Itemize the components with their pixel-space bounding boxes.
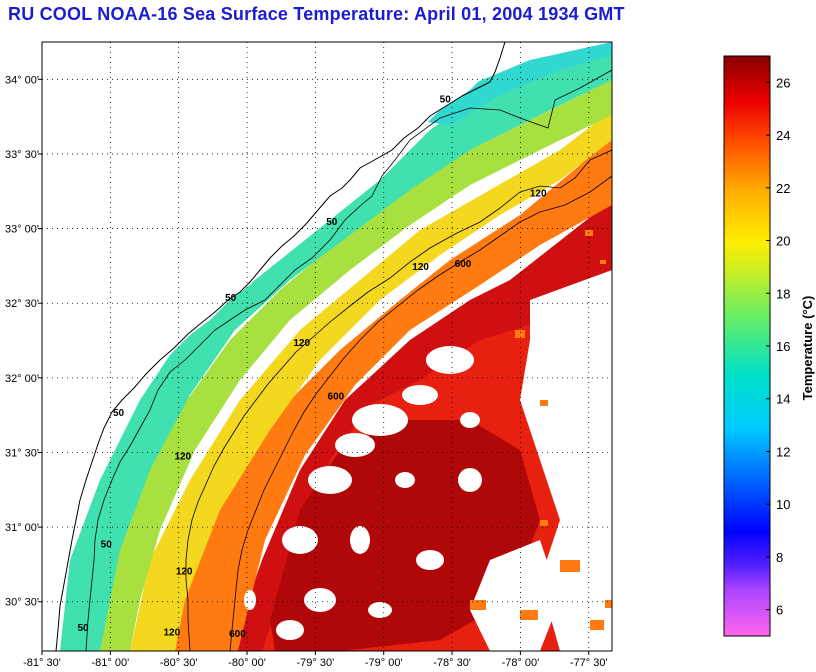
lat-tick-label: 31° 00' — [5, 522, 39, 534]
map-title: RU COOL NOAA-16 Sea Surface Temperature:… — [8, 4, 625, 24]
colorbar: 6 8 10 12 14 16 18 20 22 24 26 Temperature (°C) — [723, 55, 815, 637]
colorbar-label: Temperature (°C) — [800, 296, 815, 401]
land-mask — [42, 42, 500, 651]
colorbar-tick-label: 12 — [776, 444, 790, 459]
lon-tick-label: -79° 00' — [365, 657, 403, 669]
lon-tick-label: -80° 30' — [160, 657, 198, 669]
isobath-labels: 50 50 50 50 50 50 120 120 120 120 120 120 600 600 600 — [77, 95, 547, 640]
isobath-label: 50 — [225, 293, 237, 304]
isobath-label: 50 — [77, 623, 89, 634]
isobath-label: 50 — [326, 217, 338, 228]
lon-tick-label: -81° 30' — [23, 657, 61, 669]
isobath-label: 120 — [530, 189, 547, 200]
offshore-pixels — [470, 180, 612, 630]
isobath-label: 120 — [293, 338, 310, 349]
axis-ticks: -81° 30' -81° 00' -80° 30' -80° 00' -79° 30'… — [5, 74, 608, 669]
sst-shelf-teal — [410, 42, 612, 125]
isobath-label: 120 — [174, 451, 191, 462]
lat-tick-label: 30° 30' — [5, 597, 39, 609]
isobath-50 — [85, 69, 612, 651]
sst-green-band — [90, 80, 612, 651]
lat-tick-label: 34° 00' — [5, 74, 39, 86]
sst-field — [42, 42, 612, 651]
lat-tick-label: 31° 30' — [5, 447, 39, 459]
isobath-label: 600 — [455, 259, 472, 270]
colorbar-tick-label: 24 — [776, 128, 790, 143]
colorbar-tick-label: 20 — [776, 234, 790, 249]
isobath-label: 600 — [229, 629, 246, 640]
sst-orange-front — [170, 130, 612, 651]
lon-tick-label: -78° 30' — [433, 657, 471, 669]
lon-tick-label: -81° 00' — [91, 657, 129, 669]
colorbar-tick-label: 26 — [776, 75, 790, 90]
cloud-patches — [244, 270, 612, 651]
colorbar-tick-label: 18 — [776, 286, 790, 301]
colorbar-tick-label: 8 — [776, 550, 783, 565]
colorbar-tick-label: 22 — [776, 181, 790, 196]
colorbar-tick-label: 6 — [776, 603, 783, 618]
lon-tick-label: -80° 00' — [228, 657, 266, 669]
coastline — [55, 42, 506, 651]
colorbar-tick-label: 14 — [776, 392, 790, 407]
isobath-label: 120 — [412, 262, 429, 273]
lon-tick-label: -79° 30' — [297, 657, 335, 669]
isobath-label: 50 — [440, 95, 452, 106]
isobath-label: 600 — [328, 392, 345, 403]
graticule — [42, 42, 612, 651]
colorbar-gradient — [723, 55, 771, 637]
lon-tick-label: -78° 00' — [502, 657, 540, 669]
lat-tick-label: 32° 30' — [5, 298, 39, 310]
colorbar-ticks: 6 8 10 12 14 16 18 20 22 24 26 — [766, 75, 790, 618]
isobath-label: 50 — [113, 408, 125, 419]
map-frame — [41, 41, 613, 652]
isobath-label: 50 — [101, 540, 113, 551]
lon-tick-label: -77° 30' — [570, 657, 608, 669]
isobath-label: 120 — [164, 628, 181, 639]
colorbar-tick-label: 16 — [776, 339, 790, 354]
sst-yellow-band — [130, 110, 612, 651]
isobath-120 — [185, 149, 612, 651]
isobath-600 — [229, 175, 612, 651]
colorbar-tick-label: 10 — [776, 497, 790, 512]
lat-tick-label: 33° 30' — [5, 149, 39, 161]
lat-tick-label: 33° 00' — [5, 224, 39, 236]
isobath-label: 120 — [176, 566, 193, 577]
lat-tick-label: 32° 00' — [5, 373, 39, 385]
sst-cyan-shelf — [60, 45, 612, 651]
